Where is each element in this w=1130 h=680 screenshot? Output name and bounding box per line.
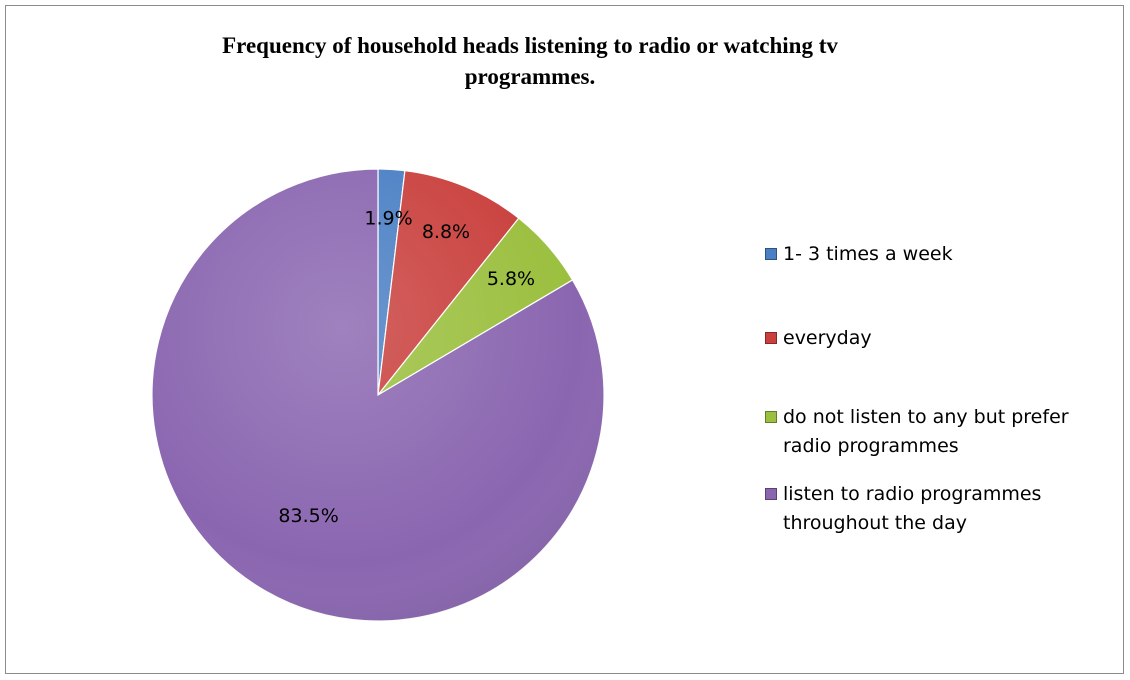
chart-title: Frequency of household heads listening t… bbox=[222, 33, 838, 89]
legend-swatch-purple bbox=[765, 488, 777, 500]
data-label-do-not-listen: 5.8% bbox=[487, 268, 535, 290]
legend-label: listen to radio programmes throughout th… bbox=[783, 483, 1042, 534]
legend-label: everyday bbox=[783, 327, 872, 349]
data-label-listen-throughout-day: 83.5% bbox=[278, 505, 338, 527]
legend-swatch-green bbox=[765, 411, 777, 423]
pie-slices bbox=[151, 168, 605, 622]
legend-label: 1- 3 times a week bbox=[783, 243, 953, 265]
data-label-everyday: 8.8% bbox=[422, 221, 470, 243]
pie-data-labels: 1.9% 8.8% 5.8% 83.5% bbox=[278, 208, 535, 528]
legend-swatch-blue bbox=[765, 248, 777, 260]
legend-label: do not listen to any but prefer radio pr… bbox=[783, 406, 1069, 457]
data-label-1-3-times-a-week: 1.9% bbox=[364, 208, 412, 230]
legend-swatch-red bbox=[765, 332, 777, 344]
